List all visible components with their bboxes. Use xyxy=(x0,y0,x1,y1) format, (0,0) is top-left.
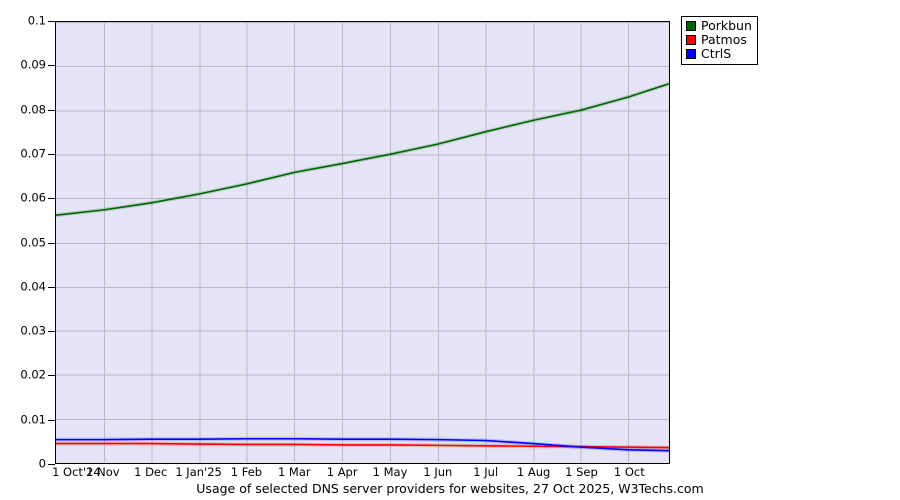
y-tick-label: 0.08 xyxy=(20,101,46,116)
x-tick-label: 1 Dec xyxy=(134,465,168,479)
x-tick-label: 1 Oct'24 xyxy=(52,465,101,479)
y-tick-mark xyxy=(48,331,55,332)
y-tick-label: 0.09 xyxy=(20,57,46,72)
y-tick-label: 0.06 xyxy=(20,190,46,205)
series-lines xyxy=(56,81,669,453)
y-tick-label: 0 xyxy=(38,456,46,471)
y-tick-mark xyxy=(48,198,55,199)
y-tick-label: 0.02 xyxy=(20,367,46,382)
legend-swatch-icon xyxy=(686,21,696,31)
x-tick-label: 1 Feb xyxy=(230,465,263,479)
y-tick-mark xyxy=(48,65,55,66)
y-tick-mark xyxy=(48,110,55,111)
x-axis: 1 Oct'24 1 Nov 1 Dec 1 Jan'25 1 Feb 1 Mar 1 Ap… xyxy=(0,466,900,482)
y-tick-label: 0.01 xyxy=(20,411,46,426)
chart-legend: Porkbun Patmos CtrlS xyxy=(681,16,758,65)
x-tick-label: 1 Mar xyxy=(277,465,311,479)
x-tick-label: 1 Apr xyxy=(326,465,358,479)
x-tick-label: 1 Oct xyxy=(613,465,645,479)
y-tick-mark xyxy=(48,287,55,288)
legend-label: Porkbun xyxy=(701,17,752,33)
legend-item-patmos[interactable]: Patmos xyxy=(686,33,752,47)
legend-swatch-icon xyxy=(686,35,696,45)
legend-swatch-icon xyxy=(686,49,696,59)
x-tick-label: 1 Jul xyxy=(473,465,499,479)
y-tick-mark xyxy=(48,464,55,465)
x-tick-label: 1 May xyxy=(372,465,408,479)
y-tick-label: 0.03 xyxy=(20,323,46,338)
legend-item-porkbun[interactable]: Porkbun xyxy=(686,19,752,33)
y-axis: 0 0.01 0.02 0.03 0.04 0.05 0.06 0.07 0.08 0.09 0.1 xyxy=(0,0,46,500)
grid-lines xyxy=(56,22,669,463)
legend-item-ctrls[interactable]: CtrlS xyxy=(686,47,752,61)
x-tick-label: 1 Jan'25 xyxy=(175,465,222,479)
y-tick-label: 0.05 xyxy=(20,234,46,249)
x-tick-label: 1 Aug xyxy=(516,465,551,479)
x-tick-label: 1 Nov xyxy=(86,465,120,479)
y-tick-mark xyxy=(48,420,55,421)
series-line-porkbun xyxy=(56,82,669,216)
y-tick-label: 0.04 xyxy=(20,279,46,294)
y-tick-mark xyxy=(48,154,55,155)
legend-label: Patmos xyxy=(701,31,747,47)
plot-area xyxy=(55,21,670,464)
series-halo-porkbun xyxy=(56,81,669,218)
y-tick-mark xyxy=(48,375,55,376)
chart-caption: Usage of selected DNS server providers f… xyxy=(196,481,704,496)
y-tick-label: 0.1 xyxy=(27,13,46,28)
y-tick-mark xyxy=(48,243,55,244)
x-tick-label: 1 Jun xyxy=(423,465,453,479)
x-tick-label: 1 Sep xyxy=(565,465,598,479)
series-line-ctrls xyxy=(56,437,669,452)
y-tick-mark xyxy=(48,21,55,22)
legend-label: CtrlS xyxy=(701,45,732,61)
y-tick-label: 0.07 xyxy=(20,146,46,161)
